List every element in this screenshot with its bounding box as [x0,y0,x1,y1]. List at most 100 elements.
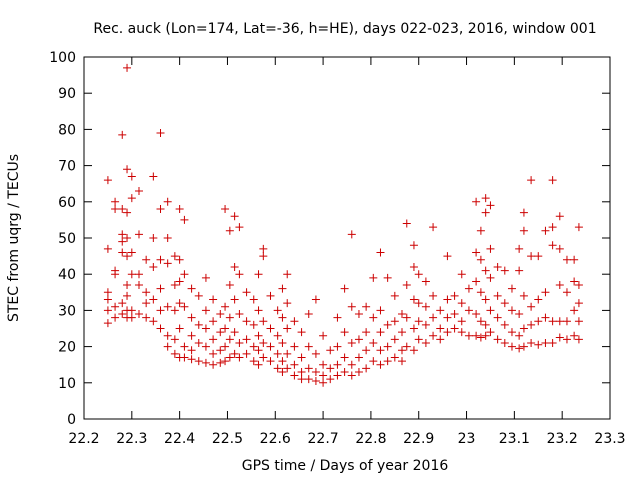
data-point-marker [534,252,543,261]
data-point-marker [397,346,406,355]
data-point-marker [225,281,234,290]
data-point-marker [481,266,490,275]
data-point-marker [201,306,210,315]
data-point-marker [500,320,509,329]
data-point-marker [429,291,438,300]
data-point-marker [194,320,203,329]
data-point-marker [163,342,172,351]
data-point-marker [254,360,263,369]
data-point-marker [390,335,399,344]
data-point-marker [156,324,165,333]
data-point-marker [340,328,349,337]
data-point-marker [103,288,112,297]
data-point-marker [354,353,363,362]
data-point-marker [476,317,485,326]
data-point-marker [221,324,230,333]
data-point-marker [118,299,127,308]
data-point-marker [486,328,495,337]
data-point-marker [333,371,342,380]
data-point-marker [297,367,306,376]
data-point-marker [230,295,239,304]
data-point-marker [254,331,263,340]
data-point-marker [111,270,120,279]
data-point-marker [304,342,313,351]
data-point-marker [500,299,509,308]
data-point-marker [127,270,136,279]
data-point-marker [266,291,275,300]
data-point-marker [290,317,299,326]
data-point-marker [123,291,132,300]
data-point-marker [170,252,179,261]
data-point-marker [409,324,418,333]
data-point-marker [397,310,406,319]
data-point-marker [142,313,151,322]
data-point-marker [519,324,528,333]
data-point-marker [340,284,349,293]
data-point-marker [369,273,378,282]
data-point-marker [149,317,158,326]
data-point-marker [397,357,406,366]
data-point-marker [486,244,495,253]
x-tick-label: 22.3 [116,431,147,447]
data-point-marker [481,331,490,340]
data-point-marker [481,320,490,329]
data-point-marker [515,244,524,253]
data-point-marker [450,291,459,300]
data-point-marker [156,129,165,138]
data-point-marker [519,342,528,351]
data-point-marker [249,295,258,304]
data-point-marker [175,205,184,214]
data-point-marker [230,349,239,358]
data-point-marker [156,284,165,293]
data-point-marker [249,320,258,329]
data-point-marker [134,270,143,279]
data-point-marker [180,342,189,351]
data-point-marker [187,346,196,355]
data-point-marker [429,313,438,322]
data-point-marker [142,255,151,264]
data-point-marker [369,338,378,347]
data-point-marker [103,319,112,328]
x-tick-label: 22.2 [68,431,99,447]
data-point-marker [481,194,490,203]
x-axis-ticks: 22.2 22.3 22.4 22.5 22.6 22.7 22.8 22.9 23 23.1 23… [68,57,626,447]
data-point-marker [319,378,328,387]
data-point-marker [209,360,218,369]
data-point-marker [486,201,495,210]
data-point-marker [562,335,571,344]
data-point-marker [311,349,320,358]
data-point-marker [574,281,583,290]
data-point-marker [402,281,411,290]
data-point-marker [103,306,112,315]
data-point-marker [376,306,385,315]
data-point-marker [156,205,165,214]
data-point-marker [242,349,251,358]
data-point-marker [574,317,583,326]
data-point-marker [541,313,550,322]
data-point-marker [436,324,445,333]
data-point-marker [383,342,392,351]
data-point-marker [436,306,445,315]
data-point-marker [103,244,112,253]
data-point-marker [230,212,239,221]
data-point-marker [527,176,536,185]
data-point-marker [570,277,579,286]
data-point-marker [402,313,411,322]
data-point-marker [548,338,557,347]
data-point-marker [450,324,459,333]
data-point-marker [362,346,371,355]
data-point-marker [221,342,230,351]
data-point-marker [326,375,335,384]
data-point-marker [297,375,306,384]
data-point-marker [175,277,184,286]
data-point-marker [163,197,172,206]
x-axis-label: GPS time / Days of year 2016 [242,458,449,474]
data-point-marker [175,324,184,333]
x-tick-label: 23 [458,431,476,447]
data-point-marker [319,371,328,380]
data-point-marker [123,165,132,174]
data-point-marker [175,255,184,264]
data-point-marker [225,226,234,235]
data-point-marker [134,186,143,195]
data-point-marker [362,302,371,311]
